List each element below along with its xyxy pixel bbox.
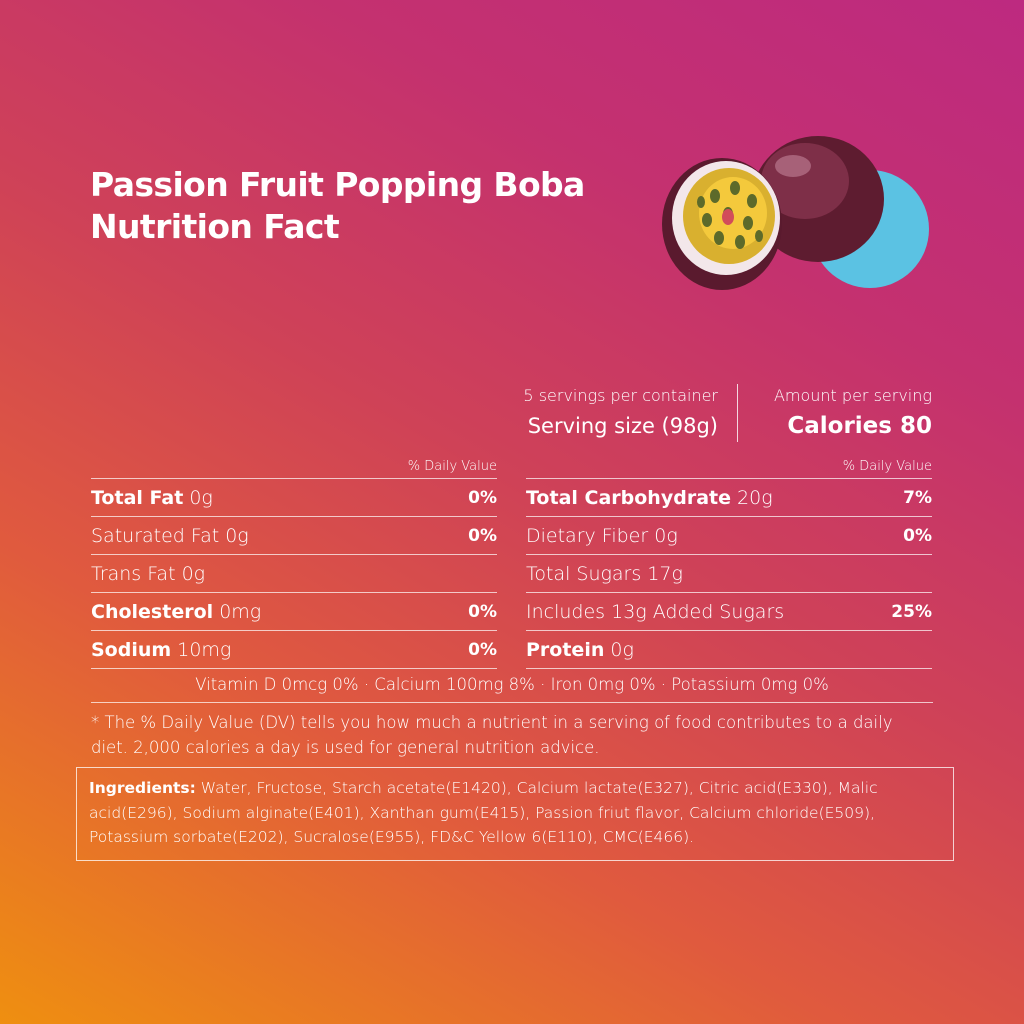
- nutrient-amount: 0g: [181, 562, 206, 585]
- title-line-2: Nutrition Fact: [90, 207, 340, 246]
- nutrient-column-right: % Daily Value Total Carbohydrate 20g 7% …: [526, 456, 932, 669]
- nutrient-name: Total Carbohydrate: [526, 486, 731, 509]
- daily-value-footnote: * The % Daily Value (DV) tells you how m…: [91, 713, 893, 757]
- nutrient-amount: 20g: [737, 486, 773, 509]
- title-line-1: Passion Fruit Popping Boba: [90, 165, 585, 204]
- amount-label: Amount per serving: [773, 386, 932, 405]
- nutrient-row: Cholesterol 0mg 0%: [91, 593, 497, 631]
- passion-fruit-illustration: [662, 136, 929, 290]
- nutrient-amount: 17g: [647, 562, 683, 585]
- halved-passion-fruit: [662, 158, 782, 290]
- daily-value-header: % Daily Value: [526, 456, 932, 479]
- nutrient-name: Includes 13g Added Sugars: [526, 600, 785, 623]
- nutrient-row: Trans Fat 0g: [91, 555, 497, 593]
- page-title: Passion Fruit Popping Boba Nutrition Fac…: [90, 164, 585, 248]
- amount-per-serving: Amount per serving Calories 80: [740, 384, 932, 444]
- nutrient-amount: 0g: [654, 524, 678, 547]
- serving-info: 5 servings per container Serving size (9…: [450, 384, 718, 444]
- nutrient-row: Protein 0g: [526, 631, 932, 669]
- nutrient-daily-value: 0%: [468, 487, 497, 508]
- nutrient-name: Protein: [526, 638, 605, 661]
- nutrient-amount: 0g: [610, 638, 634, 661]
- nutrient-amount: 0mg: [219, 600, 262, 623]
- nutrient-row: Saturated Fat 0g 0%: [91, 517, 497, 555]
- calories: Calories 80: [787, 413, 932, 439]
- nutrient-amount: 10mg: [177, 638, 232, 661]
- nutrient-column-left: % Daily Value Total Fat 0g 0% Saturated …: [91, 456, 497, 669]
- nutrient-name: Total Fat: [91, 486, 184, 509]
- ingredients-box: Ingredients: Water, Fructose, Starch ace…: [76, 767, 954, 861]
- nutrient-name: Dietary Fiber: [526, 524, 649, 547]
- nutrient-daily-value: 0%: [903, 525, 932, 546]
- nutrient-row: Sodium 10mg 0%: [91, 631, 497, 669]
- nutrient-name: Cholesterol: [91, 600, 214, 623]
- ingredients-text: Water, Fructose, Starch acetate(E1420), …: [89, 779, 878, 846]
- nutrient-amount: 0g: [225, 524, 249, 547]
- nutrient-amount: 0g: [189, 486, 213, 509]
- nutrient-row: Includes 13g Added Sugars 25%: [526, 593, 932, 631]
- serving-size: Serving size (98g): [527, 414, 718, 438]
- vitamins-minerals: Vitamin D 0mcg 0% · Calcium 100mg 8% · I…: [91, 668, 933, 703]
- nutrient-daily-value: 7%: [903, 487, 932, 508]
- nutrient-row: Total Carbohydrate 20g 7%: [526, 479, 932, 517]
- servings-per-container: 5 servings per container: [523, 386, 718, 405]
- whole-passion-fruit: [752, 136, 884, 262]
- nutrient-name: Total Sugars: [526, 562, 642, 585]
- nutrient-daily-value: 0%: [468, 601, 497, 622]
- nutrient-daily-value: 25%: [891, 601, 932, 622]
- nutrient-name: Saturated Fat: [91, 524, 220, 547]
- nutrient-row: Total Fat 0g 0%: [91, 479, 497, 517]
- nutrient-name: Sodium: [91, 638, 172, 661]
- nutrient-daily-value: 0%: [468, 525, 497, 546]
- nutrient-row: Total Sugars 17g: [526, 555, 932, 593]
- header-divider: [737, 384, 738, 442]
- nutrient-daily-value: 0%: [468, 639, 497, 660]
- nutrient-row: Dietary Fiber 0g 0%: [526, 517, 932, 555]
- nutrient-name: Trans Fat: [91, 562, 176, 585]
- daily-value-header: % Daily Value: [91, 456, 497, 479]
- ingredients-label: Ingredients:: [89, 779, 196, 797]
